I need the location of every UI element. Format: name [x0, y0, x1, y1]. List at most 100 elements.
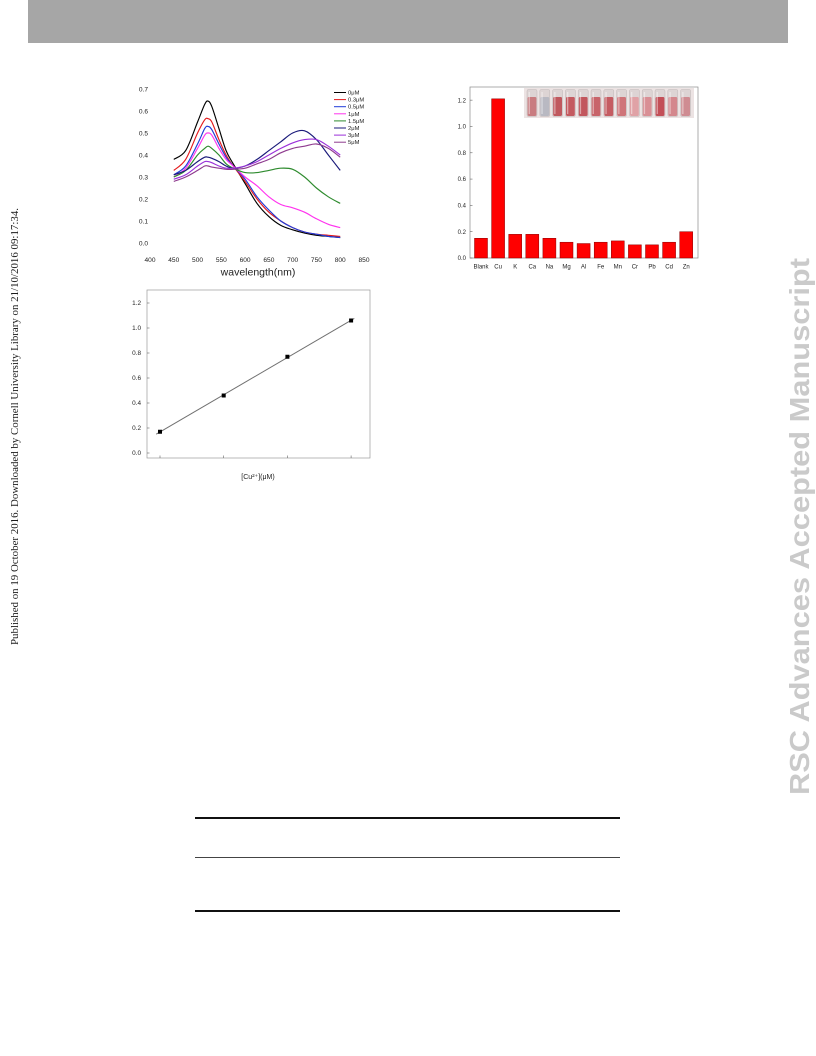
vial-highlight	[618, 92, 620, 114]
category-label: Mg	[562, 265, 570, 271]
category-label: Zn	[683, 265, 690, 271]
fit-line	[155, 317, 355, 435]
vial	[680, 89, 691, 117]
vial-highlight	[541, 92, 543, 114]
category-label: Na	[546, 265, 554, 271]
bar	[645, 244, 659, 259]
vial-highlight	[592, 92, 594, 114]
watermark-text: RSC Advances Accepted Manuscript	[784, 258, 815, 795]
vial	[578, 89, 589, 117]
y-tick-label: 1.0	[132, 325, 141, 332]
vial	[603, 89, 614, 117]
y-tick-label: 0.0	[139, 240, 148, 247]
category-label: Cd	[665, 265, 673, 271]
vial	[539, 89, 550, 117]
legend-label: 0.5μM	[348, 105, 364, 111]
y-tick-label: 0.2	[458, 230, 467, 236]
y-tick-label: 1.0	[458, 125, 467, 131]
data-point	[158, 429, 162, 434]
vial-liquid	[604, 97, 614, 116]
bar	[508, 234, 522, 259]
bar	[576, 243, 591, 259]
y-tick-label: 0.6	[458, 177, 467, 183]
x-axis-title: [Cu²⁺](μM)	[241, 474, 274, 481]
vial-highlight	[579, 92, 582, 114]
x-axis-title: wavelength(nm)	[220, 267, 296, 279]
vial-liquid	[540, 97, 550, 116]
category-label: Blank	[473, 265, 489, 271]
vial	[629, 89, 640, 117]
data-point	[221, 393, 226, 398]
vial-photo-inset	[524, 88, 694, 118]
category-label: Cr	[632, 265, 638, 271]
y-tick-label: 0.0	[132, 450, 141, 457]
vial-liquid	[553, 97, 562, 116]
legend-label: 1μM	[348, 112, 360, 118]
y-tick-label: 0.6	[132, 375, 141, 382]
category-label: Mn	[614, 265, 622, 271]
y-tick-label: 0.4	[458, 203, 467, 209]
vial-liquid	[642, 97, 652, 116]
category-label: Cu	[494, 265, 502, 271]
vial	[667, 89, 678, 117]
y-tick-label: 0.1	[139, 218, 148, 225]
vial-liquid	[681, 97, 690, 116]
bar	[542, 238, 557, 259]
plot-frame	[146, 289, 371, 459]
vial-liquid	[668, 97, 678, 116]
vial-highlight	[682, 92, 684, 114]
vial	[654, 89, 666, 117]
category-label: Ca	[528, 265, 536, 271]
y-tick-label: 0.0	[458, 256, 467, 262]
y-tick-label: 1.2	[458, 98, 467, 104]
vial-liquid	[566, 97, 575, 116]
vial-highlight	[528, 92, 530, 114]
x-tick-label: 800	[335, 257, 346, 264]
y-tick-label: 0.4	[132, 400, 141, 407]
y-tick-label: 0.2	[132, 425, 141, 432]
x-tick-label: 650	[263, 257, 274, 264]
legend-label: 5μM	[348, 140, 360, 146]
series-line	[173, 138, 341, 180]
legend-label: 2μM	[348, 126, 360, 132]
bar	[662, 241, 676, 259]
series-line	[173, 129, 341, 176]
x-tick-label: 700	[287, 257, 298, 264]
vial-liquid	[591, 97, 601, 116]
x-tick-label: 600	[240, 257, 251, 264]
vial	[642, 89, 653, 117]
y-tick-label: 0.6	[139, 108, 148, 115]
vial-highlight	[605, 92, 607, 114]
legend-label: 0μM	[348, 91, 360, 97]
y-tick-label: 1.2	[132, 300, 141, 307]
header-bar	[28, 0, 788, 43]
y-tick-label: 0.3	[139, 174, 148, 181]
legend-label: 3μM	[348, 133, 360, 139]
vial-highlight	[631, 92, 633, 114]
vial-liquid	[655, 97, 665, 116]
vial-highlight	[669, 92, 671, 114]
y-tick-label: 0.4	[139, 152, 148, 159]
metal-selectivity-bar-chart: 0.0 0.2 0.4 0.6 0.8 1.0 1.2 Blank Cu K Ca Na Mg Al Fe M…	[458, 86, 699, 271]
x-tick-label: 400	[144, 257, 155, 264]
category-label: Al	[581, 265, 586, 271]
table-bottom-rule	[195, 910, 620, 912]
vial-highlight	[643, 92, 646, 114]
bar	[628, 244, 642, 259]
table-top-rule	[195, 817, 620, 819]
vial-highlight	[567, 92, 569, 114]
vial	[590, 89, 602, 117]
table-header-rule	[195, 856, 620, 858]
category-label: Fe	[597, 265, 605, 271]
x-tick-label: 450	[168, 257, 179, 264]
legend-label: 0.3μM	[348, 98, 364, 104]
bar	[559, 241, 574, 259]
category-label: Pb	[648, 265, 656, 271]
side-note-strip: Published on 19 October 2016. Downloaded…	[10, 208, 21, 645]
data-point	[349, 318, 354, 323]
x-tick-label: 500	[192, 257, 203, 264]
vial	[616, 89, 627, 117]
calibration-plot: 0.0 0.2 0.4 0.6 0.8 1.0 1.2 [Cu²⁺](μM)	[132, 289, 371, 481]
vial-liquid	[527, 97, 537, 116]
